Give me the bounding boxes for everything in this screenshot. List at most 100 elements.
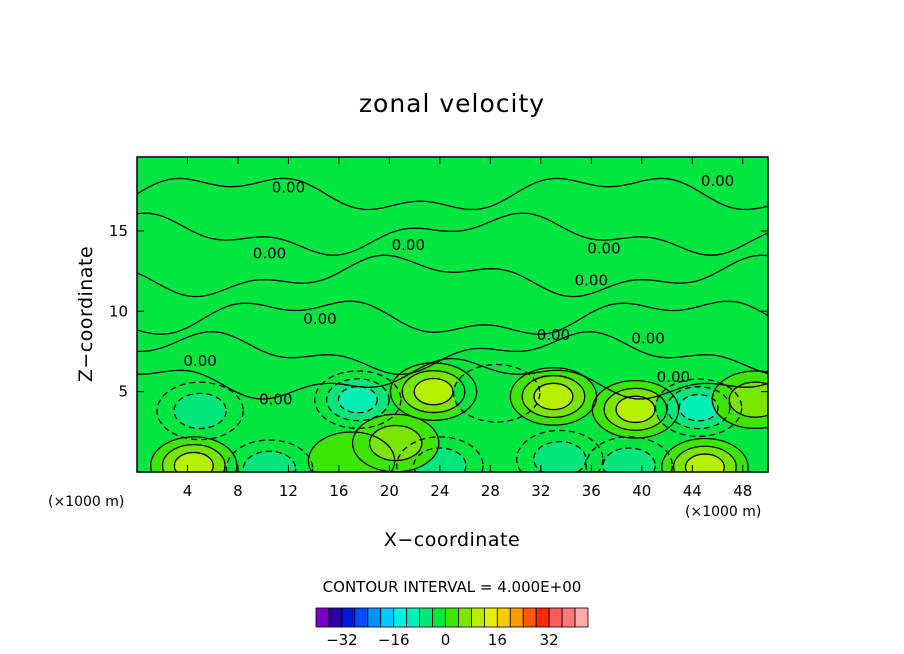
contour-line [389,362,478,422]
x-tick-label: 28 [481,482,500,500]
contour-fill [173,393,227,429]
colorbar-tick-label: 16 [488,631,507,649]
colorbar-swatch [393,607,408,628]
contour-label: 0.00 [587,239,620,257]
contour-line [666,386,731,430]
contour-line [516,429,604,472]
x-tick-label: 40 [632,482,651,500]
contour-line [684,453,725,472]
contour-line [137,357,768,400]
contour-line [314,370,402,430]
contour-line [654,378,743,438]
contour-fill [174,452,214,472]
x-unit-label: (×1000 m) [685,504,761,520]
contour-fill [369,425,422,461]
x-tick-label: 44 [683,482,702,500]
x-tick-label: 12 [279,482,298,500]
colorbar-swatch [406,607,421,628]
tick-marks [137,157,768,472]
colorbar-swatch [432,607,446,628]
x-tick-label: 32 [531,482,550,500]
x-tick-label: 16 [329,482,348,500]
y-tick-labels: 5 10 15 [109,222,128,401]
x-tick-label: 48 [733,482,752,500]
contour-fill [243,451,296,472]
contour-line [137,300,768,335]
contour-line [150,436,238,472]
contour-fill [616,396,655,423]
colorbar-swatch [367,607,382,628]
colorbar-swatch [561,607,576,628]
colorbar-tick-labels: −32 −16 0 16 32 [326,631,559,649]
contour-line [728,381,768,418]
contour-fill [679,394,719,421]
colorbar-swatch [328,607,343,628]
y-tick-label: 15 [109,222,128,240]
colorbar-swatch [548,607,563,628]
colorbar-swatch [471,607,485,628]
contour-line [368,424,423,462]
contour-line [396,436,484,472]
colorbar-swatch [483,607,498,628]
contour-label: 0.00 [657,368,690,386]
x-axis-label: X−coordinate [384,529,520,551]
contour-fill [729,382,768,418]
colorbar-swatch [380,607,395,628]
contour-line [452,363,541,423]
contour-line [603,387,668,431]
x-tick-label: 4 [183,482,193,500]
colorbar-tick-label: −16 [378,631,410,649]
contour-line [661,437,749,472]
contour-line [413,447,467,472]
x-tick-label: 24 [430,482,449,500]
colorbar-swatch [574,607,589,628]
contour-label: 0.00 [272,178,305,196]
contour-line [242,450,297,472]
colorbar-swatch [354,607,369,628]
contour-label: 0.00 [701,172,734,190]
y-axis-label: Z−coordinate [75,246,97,382]
contour-line [585,436,673,472]
contour-fill [534,383,573,410]
contour-fill [685,454,725,472]
y-tick-label: 10 [109,302,128,320]
contour-line [521,374,586,419]
contour-line [337,385,378,414]
contour-interval-text: CONTOUR INTERVAL = 4.000E+00 [323,578,582,596]
contour-line [325,378,390,422]
plot-area: 0.00 0.00 0.00 0.00 0.00 0.00 0.00 0.00 0.00 0.00… [136,156,769,473]
contour-line [401,370,466,414]
contour-line [137,254,768,298]
colorbar-swatch [535,607,550,628]
colorbar-tick-label: 32 [540,631,559,649]
contour-line [533,440,587,472]
contour-label: 0.00 [259,391,292,409]
colorbar-swatch [315,607,330,628]
contour-line [591,379,680,439]
colorbar-swatch [522,607,537,628]
plot-frame [136,156,769,473]
contour-label: 0.00 [303,310,336,328]
contour-fill [533,441,586,472]
x-tick-label: 36 [582,482,601,500]
colorbar-swatch [496,607,511,628]
colorbar [315,607,589,628]
contour-line [161,444,226,472]
y-tick-label: 5 [118,383,128,401]
contour-line [173,451,214,472]
chart-title: zonal velocity [359,89,545,118]
contour-line [711,370,768,430]
colorbar-swatch [419,607,433,628]
contour-lines [137,177,768,472]
colorbar-swatch [509,607,524,628]
x-tick-label: 8 [233,482,243,500]
x-tick-labels: 4 8 12 16 20 24 28 32 36 40 44 48 [183,482,753,500]
contour-label: 0.00 [253,244,286,262]
contour-fills [150,362,768,472]
contour-label: 0.00 [631,329,664,347]
contour-line [137,177,768,211]
contour-label: 0.00 [392,236,425,254]
contour-line [225,439,314,472]
contour-line [156,381,244,441]
